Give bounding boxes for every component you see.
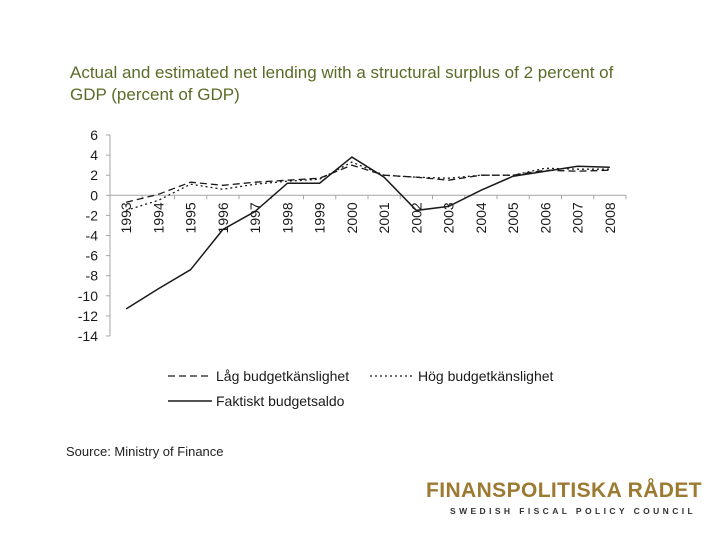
series-line-1 [125,164,610,203]
y-tick-label: -10 [78,288,98,304]
x-tick-label: 1995 [183,202,199,233]
x-tick-label: 1999 [312,202,328,233]
x-tick-label: 2007 [570,202,586,233]
y-tick-label: -14 [78,328,98,344]
legend-label-2: Hög budgetkänslighet [418,368,554,384]
legend-label-1: Låg budgetkänslighet [216,368,349,384]
y-tick-label: 0 [90,187,98,203]
series-line-2 [125,161,610,212]
y-tick-label: -8 [86,268,99,284]
y-tick-label: -2 [86,207,99,223]
series-line-3 [125,156,610,310]
x-tick-label: 2006 [537,202,553,233]
logo-name: FINANSPOLITISKA RÅDET [426,479,702,502]
x-tick-label: 1996 [215,202,231,233]
x-tick-label: 2000 [344,202,360,233]
chart-title: Actual and estimated net lending with a … [70,63,614,104]
x-tick-label: 2002 [408,202,424,233]
x-tick-label: 1994 [150,202,166,233]
y-tick-label: -6 [86,248,99,264]
series-lines [125,156,610,310]
legend: Låg budgetkänslighet Hög budgetkänslighet… [168,368,554,409]
council-logo: FINANSPOLITISKA RÅDET SWEDISH FISCAL POL… [426,479,706,516]
x-tick-label: 2001 [376,202,392,233]
x-axis: 1993 1994 1995 1996 1997 1998 1999 2000 2001 2002… [109,194,627,233]
x-tick-label: 2008 [602,202,618,233]
legend-label-3: Faktiskt budgetsaldo [216,393,345,409]
y-tick-label: -12 [78,308,98,324]
y-tick-label: 4 [90,147,98,163]
x-tick-label: 1998 [279,202,295,233]
y-tick-label: 6 [90,127,98,143]
x-tick-label: 2005 [505,202,521,233]
y-tick-label: 2 [90,167,98,183]
y-axis: 6 4 2 0 -2 -4 -6 -8 -10 -12 -14 [78,127,111,344]
y-tick-label: -4 [86,228,99,244]
source-note: Source: Ministry of Finance [66,444,224,459]
x-tick-label: 2004 [473,202,489,233]
logo-subtitle: SWEDISH FISCAL POLICY COUNCIL [450,506,697,516]
x-tick-label: 2003 [441,202,457,233]
x-tick-label: 1997 [247,202,263,233]
x-tick-label: 1993 [118,202,134,233]
